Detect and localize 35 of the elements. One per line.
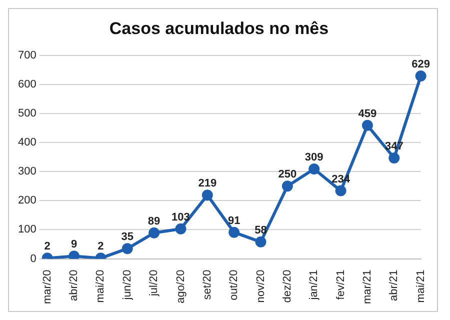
- x-tick-label: jun/20: [121, 270, 134, 301]
- data-label: 35: [121, 231, 134, 244]
- y-tick-label: 300: [18, 166, 36, 178]
- y-tick-label: 0: [30, 252, 36, 265]
- x-tick-label: out/20: [228, 270, 240, 300]
- x-tick-label: nov/20: [254, 270, 267, 303]
- x-tick-label: set/20: [201, 270, 214, 300]
- x-tick-label: abr/21: [388, 270, 400, 301]
- data-label: 219: [198, 178, 217, 190]
- x-tick-label: abr/20: [68, 270, 80, 301]
- data-label: 250: [278, 168, 297, 181]
- x-tick-label: jan/21: [308, 270, 320, 301]
- x-tick-label: mar/21: [361, 270, 374, 304]
- data-label: 459: [358, 108, 377, 120]
- y-tick-label: 500: [18, 108, 36, 120]
- chart-title: Casos acumulados no mês: [109, 18, 329, 38]
- data-label: 9: [70, 238, 78, 251]
- data-label: 89: [148, 215, 160, 228]
- x-tick-label: jul/20: [148, 270, 160, 298]
- data-label: 309: [304, 152, 324, 164]
- data-label: 91: [228, 214, 240, 227]
- x-tick-label: mai/21: [414, 270, 427, 303]
- data-label: 2: [44, 240, 50, 253]
- y-tick-label: 200: [18, 194, 36, 207]
- data-label: 2: [98, 240, 104, 253]
- x-tick-label: dez/20: [281, 270, 294, 303]
- x-tick-label: mai/20: [94, 270, 107, 303]
- x-tick-label: mar/20: [41, 270, 54, 304]
- y-tick-label: 100: [18, 224, 36, 236]
- y-tick-label: 600: [18, 78, 36, 90]
- x-tick-label: fev/21: [334, 270, 347, 300]
- x-tick-label: ago/20: [174, 270, 187, 304]
- data-label: 629: [412, 58, 430, 71]
- y-tick-label: 700: [18, 49, 36, 62]
- y-tick-label: 400: [18, 136, 36, 149]
